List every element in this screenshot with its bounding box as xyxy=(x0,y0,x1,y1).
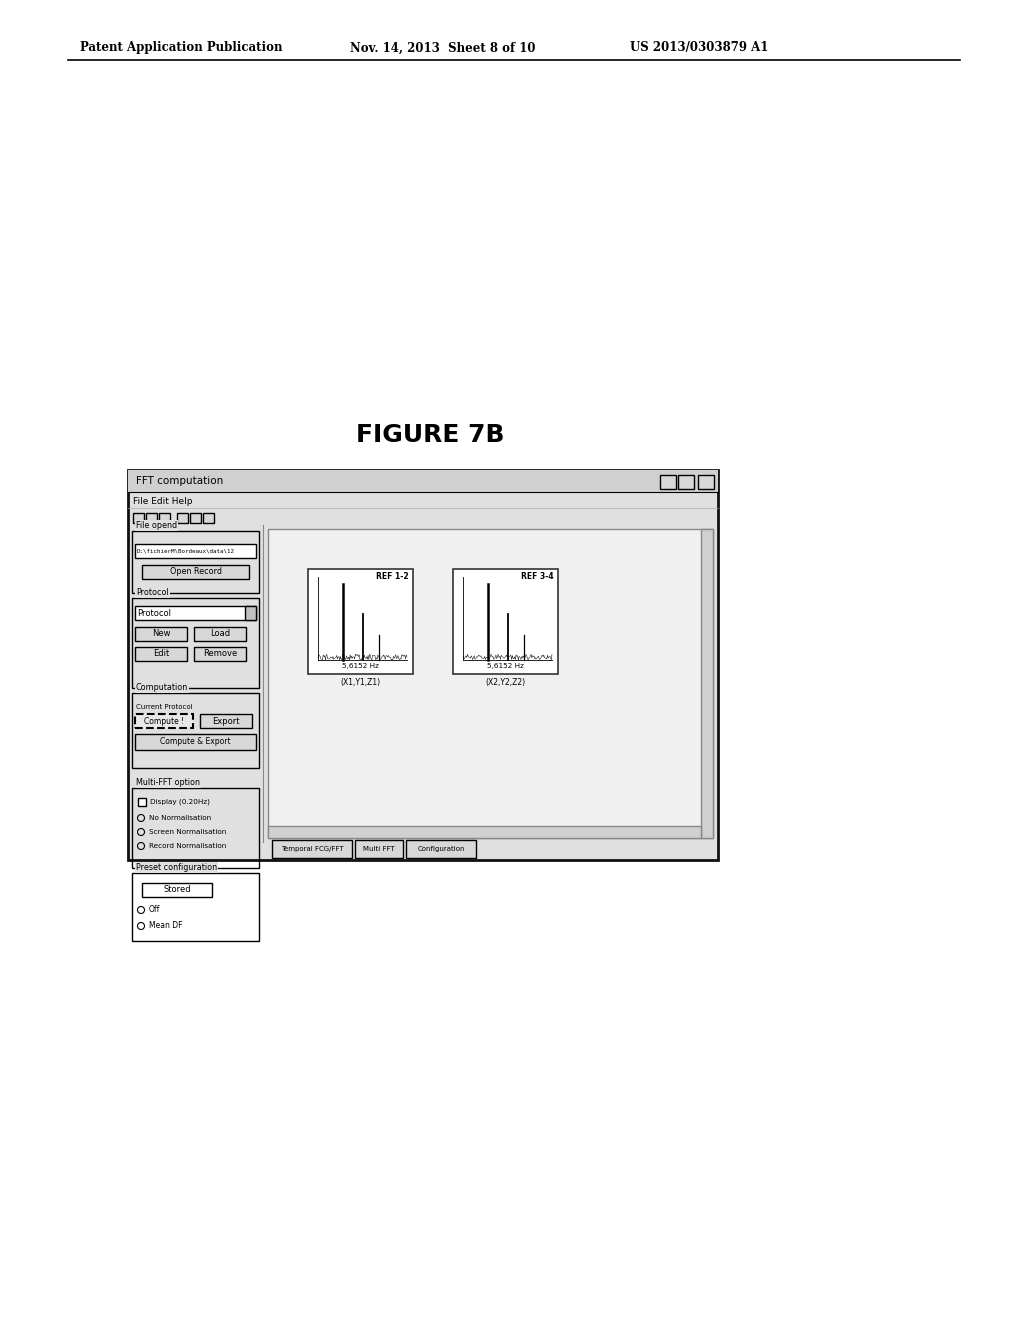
Text: FFT computation: FFT computation xyxy=(136,477,223,486)
Text: Compute & Export: Compute & Export xyxy=(160,738,230,747)
Bar xyxy=(142,565,249,579)
Bar xyxy=(135,647,187,661)
Bar xyxy=(132,598,259,688)
Text: Off: Off xyxy=(150,906,161,915)
Bar xyxy=(308,569,413,675)
Text: Protocol: Protocol xyxy=(137,609,171,618)
Text: Protocol: Protocol xyxy=(136,587,169,597)
Bar xyxy=(132,531,259,593)
Bar xyxy=(660,475,676,488)
Text: 5,6152 Hz: 5,6152 Hz xyxy=(342,663,379,669)
Text: Display (0.20Hz): Display (0.20Hz) xyxy=(150,799,210,805)
Text: Edit: Edit xyxy=(153,649,169,659)
Text: Open Record: Open Record xyxy=(170,568,221,577)
Text: (X1,Y1,Z1): (X1,Y1,Z1) xyxy=(340,677,381,686)
Text: FIGURE 7B: FIGURE 7B xyxy=(355,422,504,447)
Text: Nov. 14, 2013  Sheet 8 of 10: Nov. 14, 2013 Sheet 8 of 10 xyxy=(350,41,536,54)
Text: Stored: Stored xyxy=(163,886,190,895)
Text: Record Normalisation: Record Normalisation xyxy=(150,843,226,849)
Text: US 2013/0303879 A1: US 2013/0303879 A1 xyxy=(630,41,768,54)
Bar xyxy=(135,606,256,620)
Bar xyxy=(678,475,694,488)
Bar xyxy=(245,606,256,620)
Bar xyxy=(128,470,718,492)
Bar xyxy=(135,544,256,558)
Text: Preset configuration: Preset configuration xyxy=(136,863,217,873)
Text: Multi-FFT option: Multi-FFT option xyxy=(136,777,200,787)
Bar xyxy=(190,513,201,523)
Bar xyxy=(132,788,259,869)
Text: File Edit Help: File Edit Help xyxy=(133,496,193,506)
Text: REF 3-4: REF 3-4 xyxy=(521,572,554,581)
Bar xyxy=(132,873,259,941)
Text: Current Protocol: Current Protocol xyxy=(136,704,193,710)
Text: REF 1-2: REF 1-2 xyxy=(377,572,409,581)
Text: Patent Application Publication: Patent Application Publication xyxy=(80,41,283,54)
Bar xyxy=(135,714,193,729)
Text: Screen Normalisation: Screen Normalisation xyxy=(150,829,226,836)
Bar xyxy=(146,513,157,523)
Text: Remove: Remove xyxy=(203,649,238,659)
Bar xyxy=(200,714,252,729)
Text: (X2,Y2,Z2): (X2,Y2,Z2) xyxy=(485,677,525,686)
Text: Load: Load xyxy=(210,630,230,639)
Text: 5,6152 Hz: 5,6152 Hz xyxy=(487,663,524,669)
Bar xyxy=(698,475,714,488)
Bar xyxy=(194,647,246,661)
Bar xyxy=(268,826,701,838)
Text: Multi FFT: Multi FFT xyxy=(364,846,395,851)
Text: No Normalisation: No Normalisation xyxy=(150,814,211,821)
Bar xyxy=(135,627,187,642)
Bar xyxy=(406,840,476,858)
Bar xyxy=(159,513,170,523)
Text: Temporal FCG/FFT: Temporal FCG/FFT xyxy=(281,846,343,851)
Bar xyxy=(135,734,256,750)
Bar xyxy=(701,529,713,838)
Bar xyxy=(128,470,718,861)
Text: New: New xyxy=(152,630,170,639)
Bar xyxy=(203,513,214,523)
Bar xyxy=(142,883,212,898)
Text: D:\fichierM\Bordeaux\data\12: D:\fichierM\Bordeaux\data\12 xyxy=(137,549,234,553)
Text: Configuration: Configuration xyxy=(417,846,465,851)
Bar xyxy=(268,529,713,838)
Text: File opend: File opend xyxy=(136,521,177,531)
Bar xyxy=(453,569,558,675)
Text: Export: Export xyxy=(212,717,240,726)
Bar xyxy=(133,513,144,523)
Bar xyxy=(138,799,146,807)
Bar xyxy=(194,627,246,642)
Text: Mean DF: Mean DF xyxy=(150,921,182,931)
Bar xyxy=(177,513,188,523)
Bar xyxy=(132,693,259,768)
Bar xyxy=(355,840,403,858)
Bar xyxy=(272,840,352,858)
Text: Computation: Computation xyxy=(136,682,188,692)
Text: Compute !: Compute ! xyxy=(144,717,184,726)
